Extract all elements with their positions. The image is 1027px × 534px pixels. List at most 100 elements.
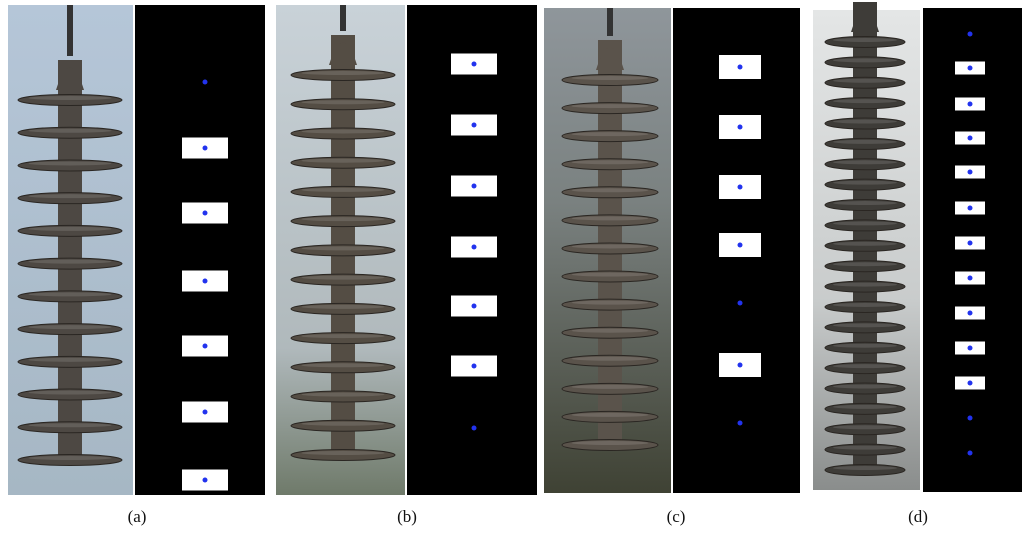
region-center: [968, 416, 973, 421]
region-center: [968, 311, 973, 316]
insulator-shed-highlight: [28, 161, 111, 165]
insulator-shed-highlight: [301, 100, 384, 104]
panel-label: (c): [667, 507, 686, 526]
insulator-shed-highlight: [572, 329, 649, 333]
insulator-shed-highlight: [572, 273, 649, 277]
insulator-shed-highlight: [28, 227, 111, 231]
insulator-shed-highlight: [833, 99, 897, 103]
region-center: [472, 304, 477, 309]
insulator-shed-highlight: [833, 303, 897, 307]
region-center: [968, 170, 973, 175]
insulator-shed-highlight: [833, 466, 897, 470]
insulator-shed-highlight: [301, 305, 384, 309]
insulator-shed-highlight: [28, 129, 111, 133]
insulator-shed-highlight: [28, 325, 111, 329]
insulator-shed-highlight: [833, 58, 897, 62]
insulator-shed-highlight: [833, 364, 897, 368]
insulator-shed-highlight: [301, 71, 384, 75]
region-center: [203, 279, 208, 284]
insulator-shed-highlight: [572, 357, 649, 361]
region-center: [738, 185, 743, 190]
region-center: [738, 65, 743, 70]
insulator-shed-highlight: [833, 425, 897, 429]
insulator-shed-highlight: [572, 76, 649, 80]
page: (a) (b) (c) (d) (() => { const data = JS…: [0, 0, 1027, 534]
insulator-shed-highlight: [833, 120, 897, 124]
region-center: [203, 410, 208, 415]
insulator-shed-highlight: [833, 405, 897, 409]
insulator-hook: [340, 5, 346, 31]
insulator-shed-highlight: [833, 262, 897, 266]
insulator-shed-highlight: [301, 129, 384, 133]
insulator-shed-highlight: [833, 221, 897, 225]
region-center: [472, 123, 477, 128]
insulator-shed-highlight: [572, 441, 649, 445]
mask-background: [923, 8, 1022, 492]
region-center: [968, 451, 973, 456]
insulator-shed-highlight: [301, 334, 384, 338]
region-center: [968, 66, 973, 71]
region-center: [472, 245, 477, 250]
insulator-shed-highlight: [833, 181, 897, 185]
insulator-shed-highlight: [301, 276, 384, 280]
insulator-shed-highlight: [833, 384, 897, 388]
insulator-shed-highlight: [833, 201, 897, 205]
region-center: [472, 184, 477, 189]
insulator-shed-highlight: [572, 104, 649, 108]
region-center: [203, 80, 208, 85]
region-center: [968, 381, 973, 386]
insulator-shed-highlight: [833, 79, 897, 83]
region-center: [968, 276, 973, 281]
insulator-shed-highlight: [28, 358, 111, 362]
region-center: [738, 421, 743, 426]
region-center: [738, 125, 743, 130]
insulator-shed-highlight: [301, 363, 384, 367]
insulator-core: [853, 2, 877, 470]
panel-label: (d): [908, 507, 928, 526]
insulator-shed-highlight: [833, 344, 897, 348]
insulator-shed-highlight: [833, 38, 897, 42]
insulator-hook: [607, 8, 613, 36]
region-center: [203, 478, 208, 483]
insulator-shed-highlight: [572, 132, 649, 136]
insulator-shed-highlight: [572, 160, 649, 164]
region-center: [968, 346, 973, 351]
panel-label: (a): [128, 507, 147, 526]
insulator-shed-highlight: [28, 391, 111, 395]
insulator-shed-highlight: [572, 385, 649, 389]
insulator-shed-highlight: [833, 446, 897, 450]
insulator-shed-highlight: [301, 217, 384, 221]
insulator-shed-highlight: [28, 456, 111, 460]
region-center: [472, 364, 477, 369]
insulator-shed-highlight: [833, 323, 897, 327]
region-center: [968, 241, 973, 246]
region-center: [968, 102, 973, 107]
insulator-shed-highlight: [28, 292, 111, 296]
figure: (a) (b) (c) (d): [0, 0, 1027, 534]
region-center: [203, 211, 208, 216]
region-center: [472, 62, 477, 67]
insulator-shed-highlight: [572, 216, 649, 220]
region-center: [738, 243, 743, 248]
insulator-shed-highlight: [572, 413, 649, 417]
insulator-shed-highlight: [28, 194, 111, 198]
insulator-shed-highlight: [572, 244, 649, 248]
region-center: [738, 363, 743, 368]
insulator-shed-highlight: [572, 301, 649, 305]
region-center: [738, 301, 743, 306]
insulator-shed-highlight: [301, 422, 384, 426]
insulator-shed-highlight: [28, 96, 111, 100]
panel-label: (b): [397, 507, 417, 526]
region-center: [203, 344, 208, 349]
insulator-shed-highlight: [301, 393, 384, 397]
insulator-shed-highlight: [572, 188, 649, 192]
region-center: [968, 32, 973, 37]
insulator-shed-highlight: [833, 242, 897, 246]
insulator-shed-highlight: [28, 260, 111, 264]
insulator-shed-highlight: [301, 451, 384, 455]
region-center: [968, 206, 973, 211]
insulator-shed-highlight: [833, 140, 897, 144]
insulator-shed-highlight: [301, 188, 384, 192]
insulator-shed-highlight: [833, 160, 897, 164]
region-center: [968, 136, 973, 141]
